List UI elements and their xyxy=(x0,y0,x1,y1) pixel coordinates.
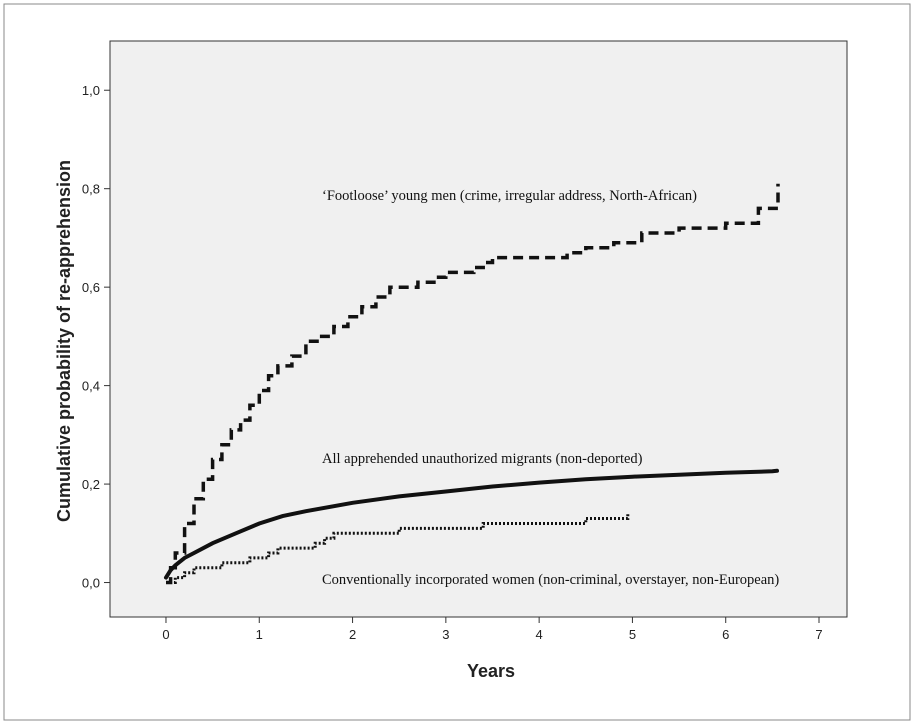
y-tick-label: 0,6 xyxy=(82,280,100,295)
y-tick-label: 1,0 xyxy=(82,83,100,98)
x-tick-label: 3 xyxy=(442,627,449,642)
x-tick-label: 7 xyxy=(815,627,822,642)
y-tick-label: 0,4 xyxy=(82,379,100,394)
annotation-all-migrants: All apprehended unauthorized migrants (n… xyxy=(322,451,643,467)
x-tick-label: 2 xyxy=(349,627,356,642)
y-tick-label: 0,0 xyxy=(82,576,100,591)
y-tick-label: 0,2 xyxy=(82,477,100,492)
x-tick-label: 5 xyxy=(629,627,636,642)
axis-ticks: 0 1 2 3 4 5 6 7 0,0 0,2 0,4 0,6 0,8 1,0 xyxy=(82,83,823,642)
series-all-apprehended-migrants xyxy=(164,468,779,580)
annotation-women: Conventionally incorporated women (non-c… xyxy=(322,572,779,588)
y-axis-title: Cumulative probability of re-apprehensio… xyxy=(54,160,74,522)
x-axis-title: Years xyxy=(467,661,515,681)
series-footloose-young-men xyxy=(166,183,780,585)
plot-area xyxy=(109,40,848,618)
x-tick-label: 0 xyxy=(162,627,169,642)
x-tick-label: 6 xyxy=(722,627,729,642)
series-layer xyxy=(164,183,780,585)
series-incorporated-women xyxy=(166,513,630,584)
x-tick-label: 1 xyxy=(256,627,263,642)
y-tick-label: 0,8 xyxy=(82,182,100,197)
annotation-footloose: ‘Footloose’ young men (crime, irregular … xyxy=(322,188,697,204)
annotation-layer: ‘Footloose’ young men (crime, irregular … xyxy=(322,188,779,588)
x-tick-label: 4 xyxy=(536,627,543,642)
